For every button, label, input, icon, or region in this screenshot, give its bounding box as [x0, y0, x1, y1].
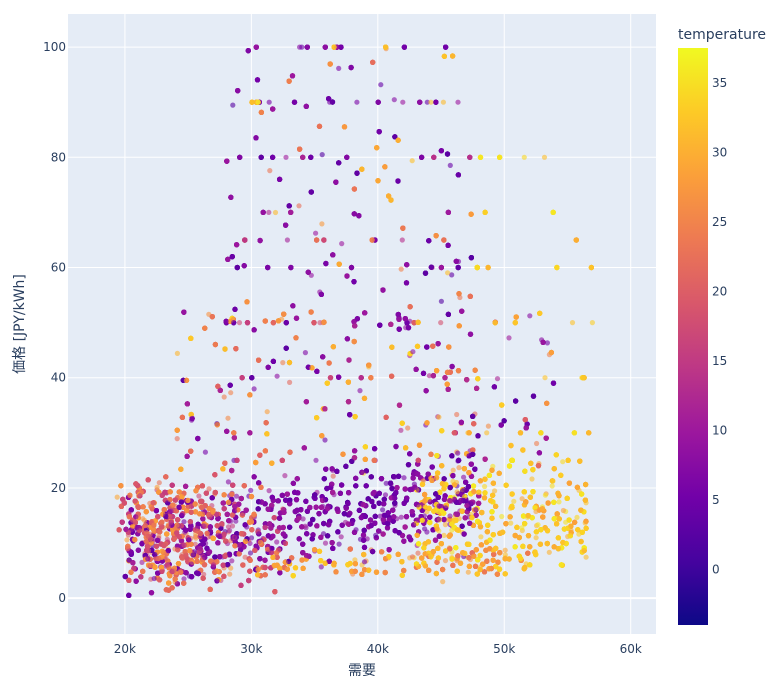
data-point — [454, 411, 460, 418]
data-point — [338, 534, 344, 540]
data-point — [424, 99, 430, 105]
data-point — [398, 427, 404, 433]
data-point — [233, 493, 240, 499]
data-point — [336, 65, 342, 71]
data-points — [114, 44, 596, 599]
data-point — [529, 476, 535, 482]
data-point — [499, 513, 505, 520]
data-point — [251, 386, 257, 392]
data-point — [181, 576, 187, 582]
data-point — [174, 436, 180, 442]
data-point — [317, 320, 323, 326]
data-point — [546, 549, 552, 555]
data-point — [330, 473, 336, 479]
data-point — [382, 492, 389, 498]
data-point — [426, 373, 432, 379]
data-point — [442, 522, 448, 528]
data-point — [400, 99, 406, 105]
data-point — [492, 488, 498, 494]
data-point — [352, 557, 358, 563]
data-point — [508, 520, 514, 526]
data-point — [380, 507, 386, 513]
data-point — [494, 376, 501, 382]
data-point — [511, 498, 517, 504]
data-point — [541, 154, 548, 160]
data-point — [302, 350, 308, 356]
data-point — [280, 360, 286, 366]
data-point — [201, 571, 207, 577]
data-point — [313, 457, 319, 463]
data-point — [438, 320, 444, 326]
data-point — [405, 425, 411, 431]
data-point — [502, 547, 508, 553]
data-point — [415, 550, 421, 556]
data-point — [583, 554, 589, 560]
data-point — [336, 541, 342, 547]
data-point — [569, 320, 576, 326]
data-point — [354, 99, 360, 105]
data-point — [319, 221, 325, 227]
data-point — [549, 483, 555, 489]
data-point — [378, 82, 384, 88]
